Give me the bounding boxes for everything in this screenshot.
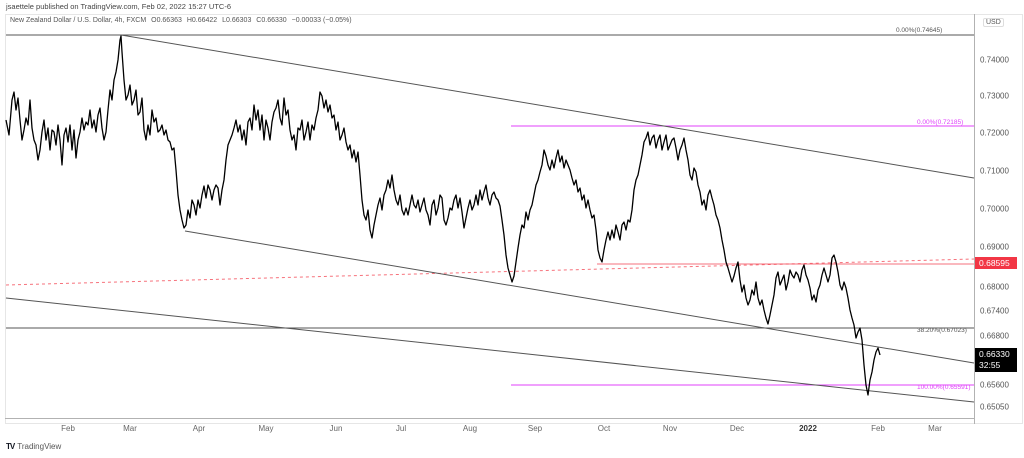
price-axis-label: 0.68000 bbox=[980, 282, 1009, 292]
time-axis-divider bbox=[5, 418, 975, 419]
time-axis-label: Mar bbox=[928, 424, 942, 433]
time-axis-label: Jun bbox=[329, 424, 343, 433]
time-axis-label: May bbox=[258, 424, 274, 433]
publisher-caption: jsaettele published on TradingView.com, … bbox=[6, 2, 231, 11]
fib-382-label: 38.20%(0.67023) bbox=[917, 327, 967, 334]
time-axis-label: Mar bbox=[123, 424, 137, 433]
price-axis-label: 0.71000 bbox=[980, 166, 1009, 176]
time-axis-label: Sep bbox=[527, 424, 543, 433]
tradingview-logo-icon: TV bbox=[6, 442, 15, 451]
red-dashed-trendline[interactable] bbox=[5, 258, 975, 286]
ohlc-low: L0.66303 bbox=[222, 17, 252, 24]
fib-0-major-label: 0.00%(0.74645) bbox=[896, 27, 943, 34]
middle-channel-line[interactable] bbox=[184, 230, 975, 364]
fib-0-minor-label: 0.00%(0.72185) bbox=[917, 119, 964, 126]
price-axis-label: 0.69000 bbox=[980, 242, 1009, 252]
price-axis-label: 0.66800 bbox=[980, 331, 1009, 341]
price-axis-label: 0.74000 bbox=[980, 55, 1009, 65]
price-axis-label: 0.65050 bbox=[980, 402, 1009, 412]
tradingview-brand: TradingView bbox=[17, 442, 62, 451]
time-axis-year-label: 2022 bbox=[799, 424, 817, 433]
time-axis-label: Feb bbox=[871, 424, 885, 433]
price-axis-label: 0.73000 bbox=[980, 91, 1009, 101]
tradingview-footer[interactable]: TV TradingView bbox=[6, 442, 61, 451]
time-axis-label: Jul bbox=[395, 424, 407, 433]
time-axis-label: Dec bbox=[729, 424, 745, 433]
time-axis-label: Aug bbox=[462, 424, 478, 433]
chart-frame bbox=[5, 14, 1023, 424]
ohlc-open: O0.66363 bbox=[151, 17, 182, 24]
symbol-name: New Zealand Dollar / U.S. Dollar, 4h, FX… bbox=[10, 17, 147, 24]
last-price-box: 0.66330 32:55 bbox=[975, 348, 1017, 372]
price-series bbox=[5, 35, 881, 396]
symbol-legend: New Zealand Dollar / U.S. Dollar, 4h, FX… bbox=[10, 17, 355, 24]
last-price-value: 0.66330 bbox=[979, 349, 1010, 359]
price-axis-label: 0.65600 bbox=[980, 380, 1009, 390]
price-axis-divider bbox=[974, 14, 975, 424]
fib-100-label: 100.00%(0.65591) bbox=[917, 384, 971, 391]
time-axis-label: Nov bbox=[662, 424, 678, 433]
time-axis-label: Oct bbox=[597, 424, 611, 433]
level-price-box: 0.68595 bbox=[975, 257, 1017, 269]
ohlc-change: −0.00033 (−0.05%) bbox=[291, 17, 352, 24]
time-axis-label: Apr bbox=[192, 424, 206, 433]
upper-channel-line[interactable] bbox=[120, 34, 975, 179]
price-axis-label: 0.70000 bbox=[980, 204, 1009, 214]
time-axis-label: Feb bbox=[61, 424, 75, 433]
ohlc-high: H0.66422 bbox=[186, 17, 218, 24]
ohlc-close: C0.66330 bbox=[256, 17, 287, 24]
lower-channel-line[interactable] bbox=[5, 297, 975, 403]
bar-countdown: 32:55 bbox=[979, 360, 1001, 370]
currency-badge[interactable]: USD bbox=[983, 18, 1004, 27]
price-axis-label: 0.72000 bbox=[980, 128, 1009, 138]
price-axis-label: 0.67400 bbox=[980, 306, 1009, 316]
